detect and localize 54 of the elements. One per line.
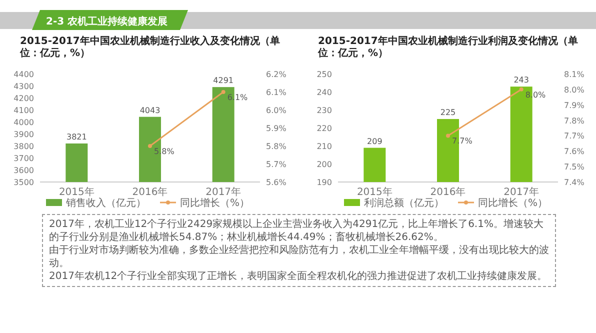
y-tick-label: 4100 — [14, 106, 34, 115]
y2-tick-label: 6.0% — [266, 106, 287, 115]
x-tick-label: 2015年 — [356, 186, 392, 198]
y2-tick-label: 6.1% — [266, 88, 287, 97]
y-tick-label: 3500 — [14, 178, 34, 187]
y-tick-label: 210 — [316, 142, 332, 151]
y-tick-label: 4000 — [14, 118, 34, 127]
y2-tick-label: 7.5% — [564, 162, 585, 172]
y-tick-label: 230 — [316, 106, 332, 115]
x-tick-label: 2017年 — [504, 186, 540, 198]
y-tick-label: 200 — [316, 160, 332, 169]
x-tick-label: 2015年 — [58, 186, 94, 198]
data-label: 4291 — [213, 76, 234, 86]
text: 2017年，农机工业12个子行业2429家规模以上企业主营业务收入为4291亿元，比上年增长了6.1%。增速较大的子行业分别是渔业机械增长54.87%；林业机械增长44.49%；畜牧机械增长26.62%。 — [49, 218, 544, 244]
y2-tick-label: 7.4% — [564, 178, 585, 187]
data-label: 209 — [367, 136, 382, 146]
data-label: 4043 — [140, 106, 160, 115]
y2-tick-label: 8.0% — [564, 85, 585, 94]
x-tick-label: 2016年 — [132, 186, 168, 198]
y-tick-label: 4300 — [14, 82, 34, 91]
y-tick-label: 4400 — [14, 70, 34, 79]
text: 2017年农机12个子行业全部实现了正增长，表明国家全面全程农机化的强力推进促进了农机工业持续健康发展。 — [49, 270, 548, 283]
y-tick-label: 4200 — [14, 94, 34, 103]
x-tick-label: 2016年 — [430, 186, 466, 198]
data-label: 243 — [514, 76, 529, 85]
y-tick-label: 3800 — [14, 142, 34, 151]
y-tick-label: 3700 — [14, 154, 34, 163]
y2-tick-label: 5.6% — [266, 178, 287, 187]
legend-label: 同比增长（%） — [180, 197, 250, 209]
y2-tick-label: 7.9% — [564, 100, 585, 110]
text: 2-3 农机工业持续健康发展 — [46, 16, 168, 28]
y2-tick-label: 5.7% — [266, 160, 287, 169]
y2-tick-label: 8.1% — [564, 70, 585, 79]
y-tick-label: 240 — [316, 88, 332, 97]
y-tick-label: 220 — [316, 124, 332, 133]
y2-tick-label: 7.6% — [564, 147, 585, 156]
y2-tick-label: 6.2% — [266, 70, 287, 79]
chart-title: 2015-2017年中国农业机械制造行业利润及变化情况（单位：亿元，%） — [318, 36, 579, 60]
y2-tick-label: 5.8% — [266, 142, 287, 151]
data-label: 225 — [440, 108, 456, 117]
legend-label: 利润总额（亿元） — [364, 197, 444, 209]
y2-tick-label: 5.9% — [266, 124, 287, 133]
y2-tick-label: 7.8% — [564, 116, 585, 126]
y-tick-label: 3600 — [14, 166, 34, 175]
y2-tick-label: 7.7% — [564, 132, 585, 141]
y-tick-label: 190 — [316, 178, 332, 187]
chart-title: 2015-2017年中国农业机械制造行业收入及变化情况（单位：亿元，%） — [20, 36, 281, 60]
data-label: 3821 — [66, 132, 87, 142]
x-tick-label: 2017年 — [206, 186, 242, 198]
text: 由于行业对市场判断较为准确，多数企业经营把控和风险防范有力，农机工业全年增幅平缓，没有出现比较大的波动。 — [49, 244, 549, 270]
legend-label: 销售收入（亿元） — [65, 197, 146, 209]
y-tick-label: 3900 — [14, 130, 34, 139]
y-tick-label: 250 — [316, 70, 332, 79]
legend-label: 同比增长（%） — [478, 197, 548, 209]
